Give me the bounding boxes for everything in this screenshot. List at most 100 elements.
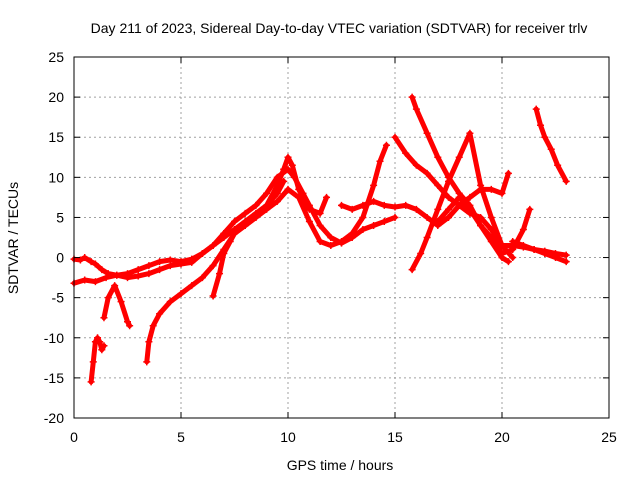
data-point <box>145 338 153 346</box>
data-point <box>305 205 313 213</box>
plot-frame <box>73 56 610 419</box>
data-point <box>532 105 540 113</box>
data-point <box>316 238 324 246</box>
data-point <box>198 274 206 282</box>
data-point <box>370 197 378 205</box>
data-point <box>288 161 296 169</box>
data-point <box>284 153 292 161</box>
x-tick-label: 0 <box>70 429 78 445</box>
data-point <box>220 229 228 237</box>
data-point <box>412 161 420 169</box>
data-point <box>391 133 399 141</box>
data-point <box>280 165 288 173</box>
x-tick-label: 20 <box>494 429 510 445</box>
data-point <box>434 153 442 161</box>
data-point <box>554 161 562 169</box>
data-point <box>316 221 324 229</box>
data-point <box>504 258 512 266</box>
y-tick-label: 15 <box>48 129 64 145</box>
data-point <box>87 258 95 266</box>
data-point <box>359 213 367 221</box>
data-point <box>412 205 420 213</box>
data-point <box>263 205 271 213</box>
data-point <box>423 129 431 137</box>
data-point <box>188 255 196 263</box>
data-point <box>113 271 121 279</box>
data-point <box>417 250 425 258</box>
data-point <box>198 250 206 258</box>
data-point <box>81 254 89 262</box>
data-point <box>537 121 545 129</box>
data-point <box>391 213 399 221</box>
y-tick-label: -10 <box>44 330 64 346</box>
y-tick-label: 0 <box>56 250 64 266</box>
data-point <box>263 189 271 197</box>
data-point <box>455 201 463 209</box>
series-line <box>435 194 533 256</box>
x-tick-label: 5 <box>177 429 185 445</box>
data-point <box>376 157 384 165</box>
data-point <box>273 197 281 205</box>
data-point <box>466 193 474 201</box>
data-point <box>104 294 112 302</box>
data-point <box>509 238 517 246</box>
data-point <box>111 282 119 290</box>
data-point <box>96 338 104 346</box>
data-point <box>552 254 559 262</box>
data-point <box>91 278 99 286</box>
data-point <box>380 217 388 225</box>
data-point <box>402 201 410 209</box>
data-point <box>252 213 260 221</box>
data-point <box>455 193 463 201</box>
data-point <box>562 177 570 185</box>
data-point <box>530 246 538 254</box>
data-point <box>98 346 106 354</box>
data-point <box>145 262 153 270</box>
data-point <box>100 342 108 350</box>
data-point <box>226 238 234 246</box>
data-point <box>166 298 174 306</box>
data-point <box>370 221 378 229</box>
data-point <box>156 266 164 274</box>
data-point <box>327 234 335 241</box>
data-point <box>166 256 174 264</box>
data-point <box>498 250 506 258</box>
series-track-3 <box>87 334 108 386</box>
data-point <box>338 201 345 209</box>
data-point <box>241 209 249 217</box>
y-tick-label: -15 <box>44 370 64 386</box>
data-point <box>445 213 452 221</box>
x-tick-label: 10 <box>280 429 296 445</box>
data-point <box>541 250 549 258</box>
data-point <box>323 193 331 201</box>
data-point <box>445 205 452 213</box>
y-tick-label: -5 <box>52 290 65 306</box>
data-point <box>423 169 431 177</box>
grid-lines <box>74 57 609 418</box>
data-point <box>498 189 506 197</box>
data-point <box>348 205 356 213</box>
data-point <box>504 169 512 177</box>
data-point <box>117 298 125 306</box>
data-point <box>434 181 442 189</box>
x-tick-label: 25 <box>601 429 617 445</box>
data-point <box>295 193 303 201</box>
data-point <box>370 181 378 189</box>
plot-data <box>70 93 570 386</box>
y-tick-label: 5 <box>56 209 64 225</box>
data-point <box>348 229 356 237</box>
data-point <box>562 258 570 266</box>
y-tick-label: 20 <box>48 89 64 105</box>
axis-ticks: 0 5 10 15 20 25 -20 -15 -10 -5 0 5 10 15 20 25 <box>44 49 617 445</box>
data-point <box>359 225 367 233</box>
data-point <box>434 205 442 213</box>
data-point <box>509 254 517 262</box>
series-track-4 <box>100 282 134 330</box>
data-point <box>316 209 324 217</box>
data-point <box>177 290 185 298</box>
data-point <box>100 314 108 322</box>
data-point <box>408 93 416 101</box>
data-point <box>423 234 431 241</box>
data-point <box>338 238 345 246</box>
